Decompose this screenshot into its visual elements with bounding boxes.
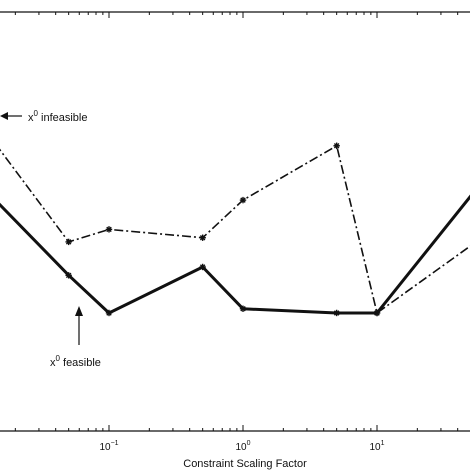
data-point bbox=[199, 234, 206, 241]
feasible-label: x0 feasible bbox=[50, 354, 101, 369]
data-point bbox=[65, 238, 72, 246]
data-point bbox=[105, 226, 113, 233]
x-tick-label: 100 bbox=[235, 440, 250, 453]
data-point bbox=[239, 196, 247, 204]
plot-frame: 10−1 100 101 bbox=[0, 11, 470, 453]
annotations: x0 infeasible x0 feasible bbox=[0, 109, 101, 369]
x-tick-label: 10−1 bbox=[99, 440, 118, 453]
data-point bbox=[373, 309, 381, 317]
data-point bbox=[65, 272, 72, 279]
data-point bbox=[333, 309, 340, 317]
infeasible-label: x0 infeasible bbox=[28, 109, 88, 124]
series-line-2 bbox=[0, 145, 470, 314]
marker-layer bbox=[65, 142, 381, 317]
infeasible-arrow-head bbox=[0, 112, 8, 120]
data-point bbox=[239, 305, 247, 312]
x-tick-label: 101 bbox=[369, 440, 384, 453]
feasible-arrow-head bbox=[75, 306, 83, 316]
data-point bbox=[199, 263, 206, 271]
data-point bbox=[333, 142, 340, 149]
data-point bbox=[105, 309, 113, 317]
x-axis-label: Constraint Scaling Factor bbox=[183, 458, 307, 470]
series-layer bbox=[0, 145, 470, 315]
series-line-1 bbox=[0, 194, 470, 315]
